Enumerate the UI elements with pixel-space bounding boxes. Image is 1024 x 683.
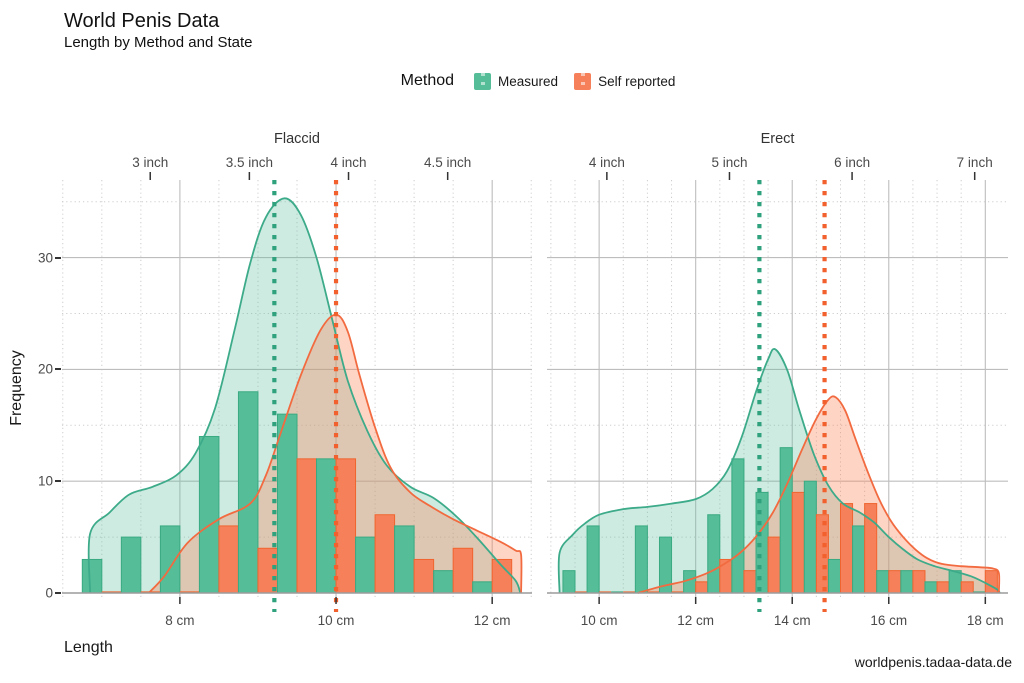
top-axis-tick-label: 4 inch <box>588 155 625 170</box>
facet-strip-label: Flaccid <box>274 131 320 147</box>
y-tick-label: 20 <box>37 361 53 377</box>
y-tick-mark <box>55 592 61 594</box>
source-link: worldpenis.tadaa-data.de <box>854 654 1012 670</box>
legend-title: Method <box>400 72 455 89</box>
y-tick-mark <box>55 256 61 259</box>
top-axis-tick-label: 7 inch <box>956 155 993 170</box>
x-axis-tick-label: 8 cm <box>165 613 195 628</box>
top-axis-tick-label: 6 inch <box>834 155 871 170</box>
legend-label-self-reported: Self reported <box>598 73 676 89</box>
facet-strip-label: Erect <box>760 131 795 147</box>
legend-item-measured: Measured <box>474 72 559 90</box>
measured-swatch-icon <box>474 72 492 90</box>
top-axis-tick-label: 4 inch <box>330 155 367 170</box>
x-axis-tick-label: 12 cm <box>473 613 511 628</box>
page-subtitle: Length by Method and State <box>64 34 253 51</box>
x-axis-tick-label: 10 cm <box>317 613 355 628</box>
facet-panel-erect <box>547 172 1008 612</box>
y-tick-label: 0 <box>45 585 53 601</box>
x-axis-tick-label: 12 cm <box>677 613 715 628</box>
legend-item-self-reported: Self reported <box>574 72 676 90</box>
page-title: World Penis Data <box>64 10 220 32</box>
y-axis-title: Frequency <box>8 350 25 426</box>
y-tick-label: 10 <box>37 473 53 489</box>
top-axis-tick-label: 5 inch <box>711 155 748 170</box>
legend: Method Measured Self reported <box>26 72 1024 90</box>
facet-panel-flaccid <box>62 172 532 612</box>
top-axis-tick-label: 3 inch <box>132 155 169 170</box>
x-axis-tick-label: 14 cm <box>773 613 811 628</box>
legend-label-measured: Measured <box>498 73 559 89</box>
x-axis-tick-label: 18 cm <box>966 613 1004 628</box>
y-tick-mark <box>55 480 61 483</box>
self-reported-swatch-icon <box>574 72 592 90</box>
x-axis-tick-label: 16 cm <box>870 613 908 628</box>
top-axis-tick-label: 3.5 inch <box>225 155 274 170</box>
y-tick-label: 30 <box>37 250 53 266</box>
x-axis-tick-label: 10 cm <box>580 613 618 628</box>
y-tick-mark <box>55 368 61 371</box>
x-axis-title: Length <box>64 639 113 656</box>
top-axis-tick-label: 4.5 inch <box>424 155 472 170</box>
